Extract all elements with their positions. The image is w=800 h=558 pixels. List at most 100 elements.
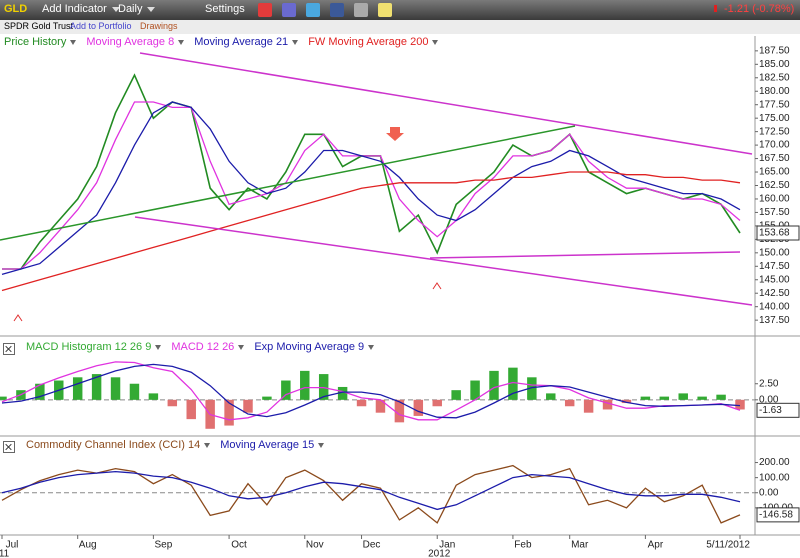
histogram-bar bbox=[659, 396, 670, 400]
histogram-bar bbox=[621, 399, 632, 404]
y-tick-label: 180.00 bbox=[759, 86, 790, 97]
add-to-portfolio[interactable]: Add to Portfolio bbox=[70, 21, 132, 31]
period[interactable]: Daily bbox=[118, 3, 155, 15]
legend-entry[interactable]: Commodity Channel Index (CCI) 14 bbox=[26, 439, 210, 451]
legend-entry[interactable]: Moving Average 8 bbox=[86, 36, 184, 48]
legend-entry[interactable]: Moving Average 15 bbox=[220, 439, 324, 451]
histogram-bar bbox=[394, 399, 405, 423]
histogram-bar bbox=[35, 383, 45, 400]
last-value-label: -146.58 bbox=[759, 510, 793, 521]
histogram-bar bbox=[716, 394, 726, 400]
histogram-bar bbox=[186, 399, 196, 420]
change: -1.21 (-0.78%) bbox=[724, 3, 795, 15]
histogram-bar bbox=[167, 399, 178, 407]
histogram-bar bbox=[337, 386, 348, 400]
y-tick-label: 142.50 bbox=[759, 288, 790, 299]
x-tick-label: Aug bbox=[79, 540, 97, 551]
icon[interactable] bbox=[354, 3, 368, 17]
x-tick-label: Sep bbox=[154, 540, 172, 551]
close-button[interactable] bbox=[3, 441, 15, 453]
y-tick-label: 167.50 bbox=[759, 153, 790, 164]
arrow-marker bbox=[386, 127, 404, 141]
series-line bbox=[2, 101, 741, 270]
histogram-bar bbox=[602, 399, 613, 410]
y-tick-label: 187.50 bbox=[759, 45, 790, 56]
last-value-box bbox=[756, 225, 800, 241]
icon[interactable] bbox=[258, 3, 272, 17]
toolbar: GLD Add Indicator Daily Settings -1.21 (… bbox=[0, 0, 800, 20]
x-tick-label: Jul bbox=[6, 540, 19, 551]
icon[interactable] bbox=[378, 3, 392, 17]
legend-entry[interactable]: Exp Moving Average 9 bbox=[254, 341, 374, 353]
legend: MACD Histogram 12 26 9 MACD 12 26 Exp Movi… bbox=[26, 341, 384, 353]
legend: Commodity Channel Index (CCI) 14 Moving A… bbox=[26, 439, 334, 451]
histogram-bar bbox=[546, 393, 556, 400]
histogram-bar bbox=[72, 377, 83, 400]
icon[interactable] bbox=[282, 3, 296, 17]
trendline bbox=[139, 52, 753, 155]
series-line bbox=[1, 464, 741, 524]
histogram-bar bbox=[148, 393, 159, 400]
histogram-bar bbox=[432, 399, 442, 407]
close-button[interactable] bbox=[3, 343, 15, 355]
x-tick-label: Nov bbox=[306, 540, 324, 551]
histogram-bar bbox=[508, 367, 518, 400]
y-tick-label: 157.50 bbox=[759, 207, 790, 218]
trendline bbox=[134, 216, 753, 306]
legend-entry[interactable]: FW Moving Average 200 bbox=[308, 36, 438, 48]
histogram-bar bbox=[110, 377, 121, 400]
legend-entry[interactable]: Moving Average 21 bbox=[194, 36, 298, 48]
y-tick-label: 2.50 bbox=[759, 378, 779, 389]
year-label: 2012 bbox=[428, 549, 451, 558]
last-value-box bbox=[756, 507, 800, 523]
y-tick-label: 182.50 bbox=[759, 72, 790, 83]
series-line bbox=[1, 101, 741, 276]
histogram-bar bbox=[413, 399, 424, 416]
x-tick-label: Dec bbox=[363, 540, 381, 551]
y-tick-label: 165.00 bbox=[759, 167, 790, 178]
series-line bbox=[1, 363, 741, 419]
settings[interactable]: Settings bbox=[205, 3, 245, 15]
histogram-bar bbox=[451, 390, 461, 400]
y-tick-label: 145.00 bbox=[759, 274, 790, 285]
y-tick-label: 200.00 bbox=[759, 457, 790, 468]
x-tick-label: Feb bbox=[514, 540, 532, 551]
histogram-bar bbox=[564, 399, 575, 407]
histogram-bar bbox=[0, 396, 7, 400]
y-tick-label: 175.00 bbox=[759, 113, 790, 124]
y-tick-label: 162.50 bbox=[759, 180, 790, 191]
year-label: 11 bbox=[0, 549, 10, 558]
histogram-bar bbox=[697, 396, 707, 400]
histogram-bar bbox=[735, 399, 745, 410]
x-tick-label: Jan bbox=[439, 540, 455, 551]
histogram-bar bbox=[243, 399, 253, 413]
x-tick-label: Mar bbox=[571, 540, 589, 551]
series-line bbox=[1, 171, 741, 292]
histogram-bar bbox=[375, 399, 386, 413]
last-value-label: 153.68 bbox=[759, 228, 790, 239]
symbol[interactable]: GLD bbox=[4, 3, 28, 15]
trendline bbox=[0, 125, 576, 241]
legend-entry[interactable]: Price History bbox=[4, 36, 76, 48]
x-tick-label: Oct bbox=[231, 540, 247, 551]
x-tick-label: 5/11/2012 bbox=[706, 540, 750, 551]
y-tick-label: 150.00 bbox=[759, 247, 790, 258]
histogram-bar bbox=[489, 370, 499, 400]
legend-entry[interactable]: MACD 12 26 bbox=[171, 341, 244, 353]
caret-marker bbox=[13, 314, 23, 322]
histogram-bar bbox=[262, 396, 272, 400]
drawings[interactable]: Drawings bbox=[140, 21, 178, 31]
legend-entry[interactable]: MACD Histogram 12 26 9 bbox=[26, 341, 161, 353]
histogram-bar bbox=[356, 399, 367, 407]
y-tick-label: 100.00 bbox=[759, 472, 790, 483]
add-indicator[interactable]: Add Indicator bbox=[42, 3, 120, 15]
histogram-bar bbox=[129, 383, 140, 400]
icon[interactable] bbox=[306, 3, 320, 17]
y-tick-label: 140.00 bbox=[759, 301, 790, 312]
histogram-bar bbox=[91, 374, 102, 400]
icon[interactable] bbox=[330, 3, 344, 17]
last-value-label: -1.63 bbox=[759, 405, 782, 416]
